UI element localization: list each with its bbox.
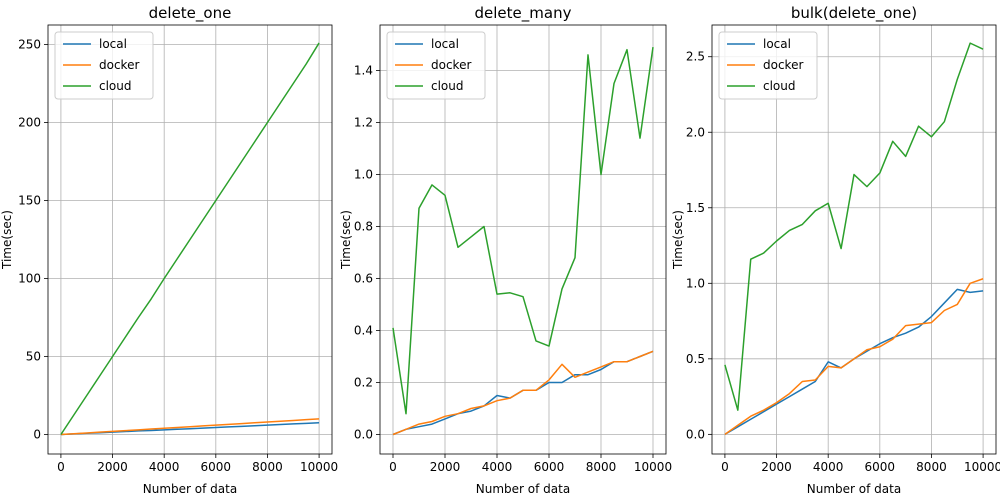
y-tick-label: 2.0: [686, 125, 705, 139]
legend-label-local: local: [99, 37, 127, 51]
series-line-docker: [60, 418, 320, 436]
legend-label-cloud: cloud: [431, 79, 464, 93]
x-tick-label: 10000: [964, 460, 1000, 474]
subplot-3: 0 2000 4000 6000 8000 10000 0.0 0.5 1.0 1.5 2.0 2.5…: [671, 4, 1000, 496]
y-axis-label: Time(sec): [671, 210, 685, 270]
axes-frame: [47, 24, 333, 455]
x-tick-label: 10000: [634, 460, 672, 474]
y-tick-label: 0.4: [354, 324, 373, 338]
x-tick-label: 4000: [813, 460, 844, 474]
subplot-title: bulk(delete_one): [791, 4, 917, 23]
y-tick-label: 0.8: [354, 220, 373, 234]
y-tick-label: 0.0: [686, 427, 705, 441]
x-tick-label: 0: [389, 460, 397, 474]
series-line-docker: [724, 278, 984, 435]
x-tick-label: 8000: [586, 460, 617, 474]
legend-box: [718, 31, 818, 100]
y-tick-label: 0: [33, 428, 41, 442]
y-tick-label: 0.2: [354, 376, 373, 390]
y-tick-label: 1.0: [686, 276, 705, 290]
x-tick-label: 2000: [430, 460, 461, 474]
series-line-docker: [392, 350, 654, 436]
legend: local docker cloud: [386, 31, 486, 100]
subplot-1: 0 2000 4000 6000 8000 10000 0 50 100 150 200 250 del…: [0, 4, 338, 496]
y-tick-label: 0.6: [354, 272, 373, 286]
legend-label-docker: docker: [99, 58, 139, 72]
x-tick-label: 2000: [97, 460, 128, 474]
axes-frame: [379, 24, 667, 455]
legend-label-docker: docker: [431, 58, 471, 72]
y-tick-label: 200: [18, 116, 41, 130]
x-tick-label: 0: [721, 460, 729, 474]
y-tick-label: 1.4: [354, 64, 373, 78]
y-tick-label: 1.2: [354, 116, 373, 130]
series-line-cloud: [392, 46, 654, 415]
y-tick-label: 100: [18, 272, 41, 286]
legend-label-cloud: cloud: [99, 79, 132, 93]
y-tick-label: 0.5: [686, 352, 705, 366]
subplot-title: delete_one: [149, 4, 232, 23]
x-tick-label: 6000: [865, 460, 896, 474]
legend-label-cloud: cloud: [763, 79, 796, 93]
x-tick-label: 0: [57, 460, 65, 474]
x-tick-label: 4000: [149, 460, 180, 474]
legend-box: [54, 31, 154, 100]
x-axis-label: Number of data: [476, 482, 570, 496]
subplot-2: 0 2000 4000 6000 8000 10000 0.0 0.2 0.4 0.6 0.8 1.0…: [339, 4, 672, 496]
axes-frame: [711, 24, 997, 455]
legend: local docker cloud: [54, 31, 154, 100]
x-tick-label: 8000: [252, 460, 283, 474]
x-tick-label: 4000: [482, 460, 513, 474]
y-axis-label: Time(sec): [0, 210, 14, 270]
x-tick-label: 6000: [534, 460, 565, 474]
series-line-cloud: [60, 42, 320, 435]
y-tick-label: 1.5: [686, 201, 705, 215]
y-tick-label: 50: [26, 350, 41, 364]
y-tick-label: 0.0: [354, 428, 373, 442]
y-axis-label: Time(sec): [339, 210, 353, 270]
y-tick-label: 250: [18, 38, 41, 52]
x-tick-label: 2000: [761, 460, 792, 474]
series-line-cloud: [724, 42, 984, 411]
legend-label-local: local: [431, 37, 459, 51]
y-tick-label: 1.0: [354, 168, 373, 182]
x-tick-label: 6000: [201, 460, 232, 474]
x-tick-label: 10000: [300, 460, 338, 474]
subplot-title: delete_many: [475, 4, 572, 23]
legend-label-local: local: [763, 37, 791, 51]
legend: local docker cloud: [718, 31, 818, 100]
x-axis-label: Number of data: [807, 482, 901, 496]
x-tick-label: 8000: [916, 460, 947, 474]
y-tick-label: 150: [18, 194, 41, 208]
legend-label-docker: docker: [763, 58, 803, 72]
x-axis-label: Number of data: [143, 482, 237, 496]
legend-box: [386, 31, 486, 100]
y-tick-label: 2.5: [686, 50, 705, 64]
